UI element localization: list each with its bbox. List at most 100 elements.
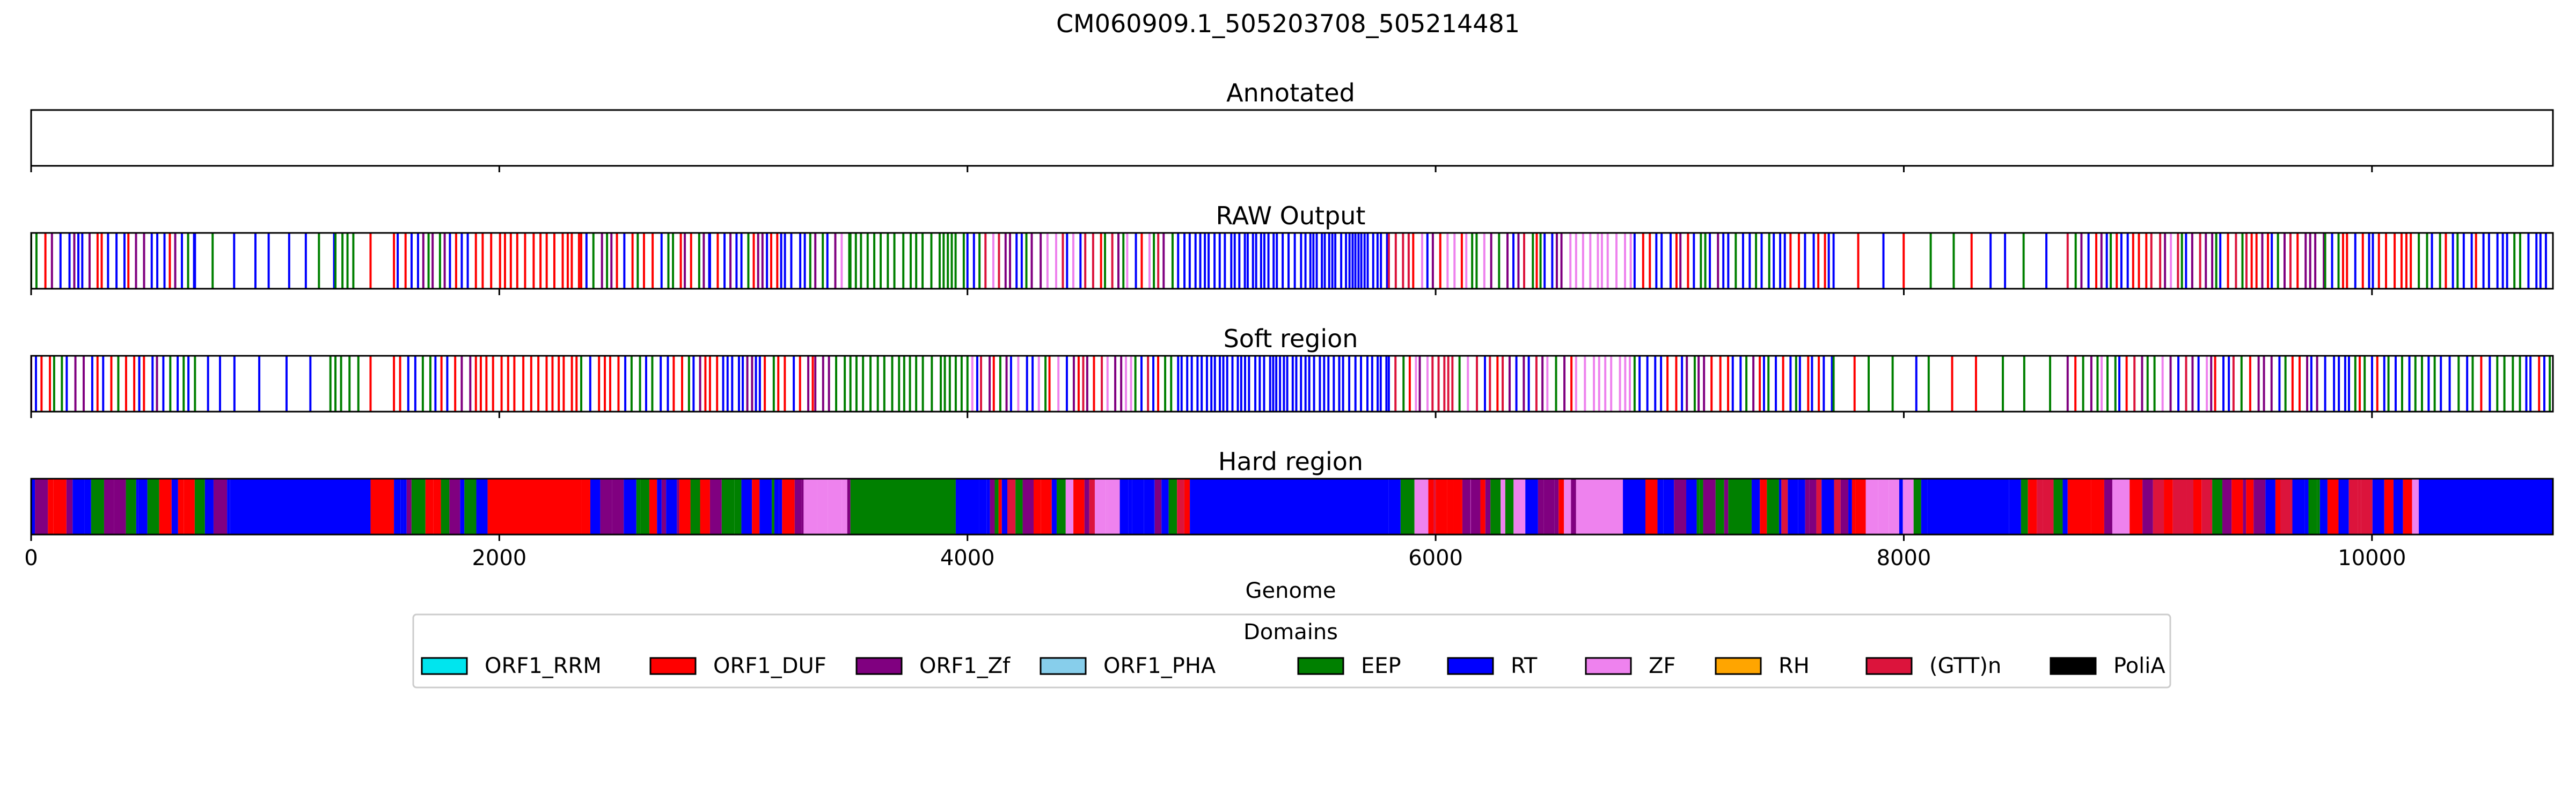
domain-block: [1400, 479, 1415, 535]
domain-block: [998, 479, 1002, 535]
domain-block: [803, 479, 817, 535]
domain-block: [1663, 479, 1674, 535]
domain-block: [1821, 479, 1834, 535]
domain-block: [2028, 479, 2037, 535]
domain-block: [1779, 479, 1782, 535]
domain-block: [2358, 479, 2361, 535]
domain-block: [1015, 479, 1023, 535]
domain-block: [612, 479, 624, 535]
domain-block: [817, 479, 828, 535]
domain-block: [2201, 479, 2213, 535]
domain-block: [1848, 479, 1852, 535]
domain-block: [1190, 479, 1389, 535]
domain-block: [1674, 479, 1687, 535]
panels-group: Annotated RAW Output Soft region Hard regio…: [24, 78, 2554, 570]
domain-block: [759, 479, 772, 535]
domain-block: [1168, 479, 1177, 535]
panel-title: Hard region: [1218, 447, 1363, 476]
domain-block: [159, 479, 172, 535]
domain-block: [400, 479, 404, 535]
domain-block: [850, 479, 956, 535]
figure-title: CM060909.1_505203708_505214481: [1056, 9, 1520, 38]
domain-block: [1902, 479, 1914, 535]
domain-block: [84, 479, 91, 535]
domain-block: [2384, 479, 2394, 535]
panel-2: Soft region: [30, 324, 2554, 418]
domain-block: [1696, 479, 1700, 535]
domain-block: [1470, 479, 1481, 535]
domain-block: [2361, 479, 2373, 535]
legend-label: ZF: [1649, 654, 1675, 678]
panel-marks: [31, 233, 2547, 289]
domain-block: [841, 479, 847, 535]
domain-block: [1470, 479, 1471, 535]
legend-swatch: [421, 657, 468, 675]
domain-block: [1865, 479, 1878, 535]
domain-block: [1065, 479, 1074, 535]
domain-block: [640, 479, 649, 535]
domain-block: [1490, 479, 1501, 535]
domain-block: [35, 479, 48, 535]
domain-block: [1414, 479, 1429, 535]
domain-block: [449, 479, 460, 535]
domain-block: [1767, 479, 1779, 535]
domain-block: [2308, 479, 2317, 535]
x-tick-label: 10000: [2338, 546, 2406, 570]
legend-label: ORF1_PHA: [1103, 654, 1216, 678]
domain-block: [1154, 479, 1162, 535]
legend-label: ORF1_Zf: [919, 654, 1011, 678]
domain-block: [1855, 479, 1866, 535]
domain-block: [1927, 479, 2009, 535]
panel-marks: [31, 479, 2553, 535]
domain-block: [581, 479, 590, 535]
domain-block: [590, 479, 601, 535]
domain-block: [1453, 479, 1462, 535]
domain-block: [1728, 479, 1752, 535]
domain-block: [370, 479, 394, 535]
domain-block: [53, 479, 67, 535]
domain-block: [2304, 479, 2309, 535]
domain-block: [2129, 479, 2143, 535]
domain-block: [403, 479, 407, 535]
domain-block: [1699, 479, 1703, 535]
domain-block: [801, 479, 804, 535]
domain-block: [990, 479, 995, 535]
panel-frame: [30, 109, 2554, 167]
domain-block: [1703, 479, 1716, 535]
domain-block: [2043, 479, 2054, 535]
domain-block: [1878, 479, 1889, 535]
domain-block: [2231, 479, 2243, 535]
domain-block: [72, 479, 76, 535]
domain-block: [1781, 479, 1788, 535]
x-tick-label: 6000: [1408, 546, 1463, 570]
domain-block: [782, 479, 795, 535]
domain-block: [2067, 479, 2091, 535]
domain-block: [178, 479, 184, 535]
x-axis-label: Genome: [1245, 579, 1336, 603]
domain-block: [1033, 479, 1041, 535]
domain-block: [476, 479, 488, 535]
domain-block: [1809, 479, 1817, 535]
domain-block: [1177, 479, 1184, 535]
legend-swatch: [1040, 657, 1087, 675]
domain-block: [433, 479, 441, 535]
panel-title: Annotated: [1226, 78, 1355, 107]
domain-block: [136, 479, 138, 535]
domain-block: [1788, 479, 1798, 535]
domain-block: [441, 479, 450, 535]
domain-block: [734, 479, 742, 535]
domain-block: [227, 479, 230, 535]
x-axis: Genome: [1245, 579, 1336, 603]
domain-block: [794, 479, 802, 535]
domain-block: [1834, 479, 1841, 535]
domain-block: [2317, 479, 2320, 535]
domain-block: [636, 479, 641, 535]
domain-block: [1816, 479, 1822, 535]
domain-block: [1623, 479, 1637, 535]
domain-block: [2222, 479, 2232, 535]
domain-block: [464, 479, 477, 535]
domain-block: [600, 479, 612, 535]
domain-block: [741, 479, 752, 535]
domain-block: [649, 479, 657, 535]
domain-block: [1513, 479, 1526, 535]
